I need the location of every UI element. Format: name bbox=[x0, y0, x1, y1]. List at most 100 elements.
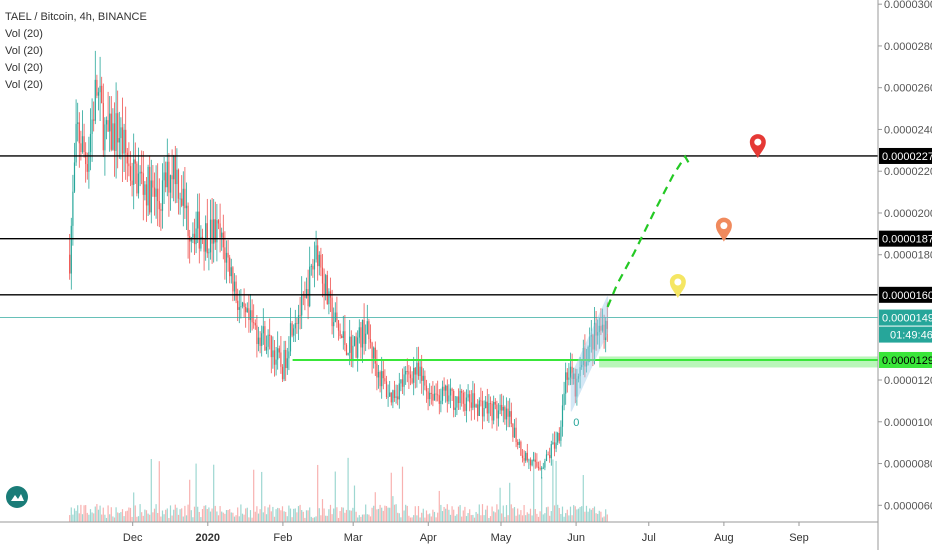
volume-bar bbox=[213, 464, 215, 522]
volume-bar bbox=[261, 471, 263, 522]
candle-body bbox=[208, 252, 210, 254]
volume-bar bbox=[601, 517, 604, 522]
tradingview-logo-icon[interactable] bbox=[6, 486, 28, 508]
target-pin-icon bbox=[749, 134, 766, 159]
volume-bar bbox=[393, 504, 396, 522]
candle-body bbox=[280, 352, 282, 367]
volume-bar bbox=[513, 507, 516, 522]
volume-bar bbox=[595, 513, 597, 522]
candle-body bbox=[379, 371, 381, 387]
pin-hole bbox=[720, 222, 728, 230]
volume-bar bbox=[568, 515, 570, 522]
candle-body bbox=[473, 393, 476, 408]
candle-body bbox=[293, 328, 295, 336]
candle-body bbox=[446, 385, 448, 402]
volume-bar bbox=[589, 508, 591, 522]
candle-body bbox=[425, 385, 428, 392]
volume-bar bbox=[249, 510, 252, 522]
candle-body bbox=[366, 321, 368, 334]
volume-bar bbox=[579, 506, 581, 522]
price-axis[interactable]: 0.00003000 0.00002800 0.00002600 0.00002400… bbox=[877, 0, 932, 550]
volume-bar bbox=[176, 507, 178, 522]
candle-body bbox=[91, 119, 93, 134]
volume-bar bbox=[73, 508, 76, 522]
volume-bar bbox=[281, 506, 284, 522]
volume-bar bbox=[203, 505, 205, 522]
volume-bar bbox=[184, 505, 186, 522]
candle-body bbox=[134, 159, 136, 164]
volume-bar bbox=[246, 507, 248, 522]
candle-body bbox=[398, 383, 400, 400]
volume-bar bbox=[427, 514, 429, 522]
candle-body bbox=[449, 388, 452, 396]
candle-body bbox=[414, 367, 416, 375]
candle-body bbox=[438, 395, 440, 404]
volume-bar bbox=[81, 514, 84, 522]
volume-bar bbox=[365, 504, 367, 522]
time-tick-label: Dec bbox=[123, 532, 143, 544]
candle-body bbox=[499, 404, 501, 411]
volume-bar bbox=[419, 517, 421, 522]
candle-body bbox=[448, 395, 450, 402]
candle-body bbox=[433, 393, 436, 401]
candle-body bbox=[555, 442, 557, 449]
volume-bar bbox=[241, 513, 244, 522]
volume-bar bbox=[422, 508, 424, 522]
level-price-label: 0.00001877 bbox=[882, 234, 932, 246]
candle-body bbox=[249, 310, 252, 321]
volume-indicator-label[interactable]: Vol (20) bbox=[5, 45, 43, 57]
candle-body bbox=[406, 371, 408, 372]
volume-bar bbox=[325, 515, 327, 522]
volume-bar bbox=[238, 516, 240, 522]
candle-body bbox=[381, 371, 383, 387]
candle-body bbox=[512, 423, 514, 438]
volume-bar bbox=[304, 517, 306, 522]
candle-body bbox=[158, 201, 160, 210]
volume-bar bbox=[200, 517, 202, 522]
volume-indicator-label[interactable]: Vol (20) bbox=[5, 62, 43, 74]
volume-bar bbox=[142, 515, 144, 522]
volume-bar bbox=[211, 508, 213, 522]
candle-body bbox=[363, 319, 365, 344]
volume-bar bbox=[230, 512, 232, 522]
volume-bar bbox=[267, 507, 269, 522]
volume-bar bbox=[197, 506, 199, 522]
candle-body bbox=[592, 335, 594, 350]
candle-body bbox=[78, 122, 80, 144]
volume-bar bbox=[360, 516, 362, 522]
candle-body bbox=[347, 352, 349, 355]
volume-bar bbox=[525, 515, 527, 522]
price-tick-label: 0.00001800 bbox=[884, 250, 932, 262]
volume-bar bbox=[435, 517, 437, 522]
symbol-title[interactable]: TAEL / Bitcoin, 4h, BINANCE bbox=[5, 11, 147, 23]
candle-body bbox=[136, 163, 138, 194]
candle-body bbox=[403, 374, 405, 387]
volume-indicator-label[interactable]: Vol (20) bbox=[5, 28, 43, 40]
candle-body bbox=[576, 378, 578, 397]
volume-bar bbox=[158, 461, 160, 522]
volume-bar bbox=[459, 505, 461, 522]
volume-bar bbox=[445, 508, 447, 522]
candle-body bbox=[584, 348, 586, 367]
level-price-badge bbox=[879, 286, 932, 303]
candle-body bbox=[139, 171, 141, 174]
volume-bar bbox=[541, 477, 543, 522]
candle-body bbox=[309, 266, 311, 307]
volume-bar bbox=[509, 482, 511, 522]
support-price-badge bbox=[879, 351, 932, 368]
candle-body bbox=[83, 136, 85, 153]
candle-body bbox=[518, 441, 520, 446]
volume-bar bbox=[408, 515, 410, 522]
volume-bar bbox=[606, 514, 608, 522]
volume-bar bbox=[291, 517, 293, 522]
volume-bar bbox=[233, 516, 236, 522]
volume-bar bbox=[416, 515, 418, 522]
candle-body bbox=[229, 257, 231, 277]
price-tick-label: 0.00001200 bbox=[884, 375, 932, 387]
volume-bar bbox=[296, 512, 298, 522]
candle-body bbox=[222, 232, 224, 248]
time-axis[interactable]: Dec 2020 Feb Mar Apr May Jun Jul Aug Sep bbox=[0, 521, 878, 544]
candle-body bbox=[539, 467, 541, 470]
volume-indicator-label[interactable]: Vol (20) bbox=[5, 79, 43, 91]
